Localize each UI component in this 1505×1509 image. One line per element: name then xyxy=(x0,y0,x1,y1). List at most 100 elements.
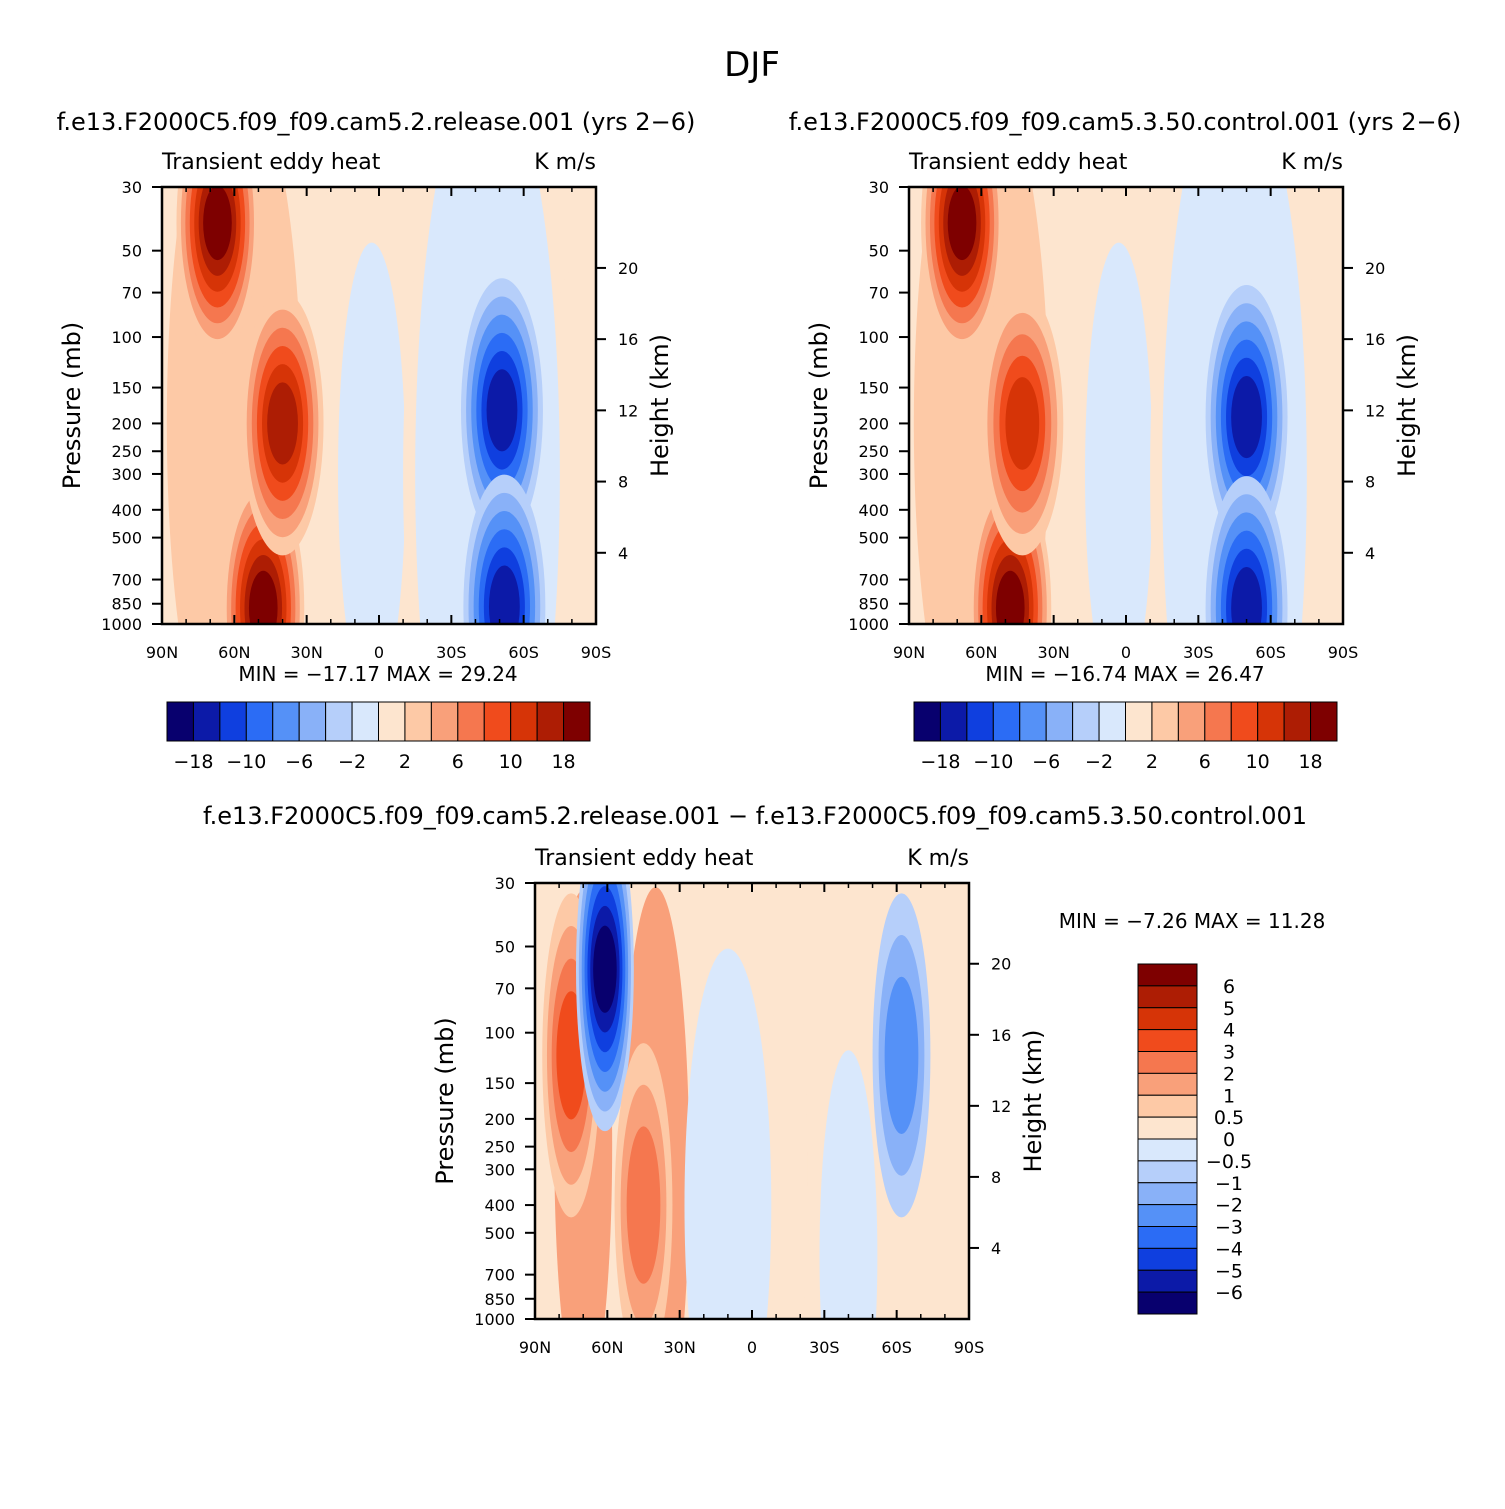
y-tick-label: 850 xyxy=(484,1290,515,1309)
y-tick-label: 700 xyxy=(484,1266,515,1285)
y-tick-label: 850 xyxy=(111,595,142,614)
colorbar-swatch xyxy=(1230,701,1259,742)
y-tick-label: 500 xyxy=(484,1224,515,1243)
y-tick-label: 1000 xyxy=(848,615,889,634)
colorbar-swatch xyxy=(1137,985,1198,1009)
contour-field xyxy=(162,187,596,624)
y-right-tick-label: 16 xyxy=(1365,330,1385,349)
colorbar-tick-label: 18 xyxy=(551,751,575,773)
x-tick-label: 0 xyxy=(374,643,384,662)
y-tick-label: 100 xyxy=(111,328,142,347)
contour-level xyxy=(1005,377,1040,470)
colorbar: −18 −10 −6 −2 2 6 10 18 xyxy=(166,701,591,773)
x-tick-label: 90S xyxy=(954,1338,985,1357)
colorbar-swatch xyxy=(219,701,247,742)
panel-model2: f.e13.F2000C5.f09_f09.cam5.3.50.control.… xyxy=(789,108,1462,773)
colorbar-tick-label: 18 xyxy=(1298,751,1322,773)
colorbar-swatch xyxy=(1137,1094,1198,1118)
y-right-tick-label: 4 xyxy=(991,1239,1001,1258)
y-tick-label: 850 xyxy=(858,595,889,614)
y-right-tick-label: 12 xyxy=(618,401,638,420)
colorbar-swatch xyxy=(457,701,485,742)
y-right-tick-label: 4 xyxy=(618,544,628,563)
y-tick-label: 400 xyxy=(484,1196,515,1215)
colorbar: −18 −10 −6 −2 2 6 10 18 xyxy=(913,701,1338,773)
y-tick-label: 1000 xyxy=(474,1310,515,1329)
x-tick-label: 30S xyxy=(809,1338,840,1357)
colorbar-swatch xyxy=(245,701,274,742)
y-tick-label: 1000 xyxy=(101,615,142,634)
contour-level xyxy=(947,187,977,261)
x-tick-label: 30N xyxy=(1038,643,1070,662)
colorbar-swatch xyxy=(1151,701,1179,742)
y-tick-label: 250 xyxy=(484,1138,515,1157)
colorbar-tick-label: −2 xyxy=(1215,1195,1243,1217)
colorbar-tick-label: −6 xyxy=(1032,751,1060,773)
contour-level xyxy=(267,382,298,465)
y-axis-label-right: Height (km) xyxy=(646,334,674,477)
y-tick-label: 300 xyxy=(111,465,142,484)
colorbar-swatch xyxy=(1137,1204,1198,1227)
colorbar-swatch xyxy=(192,701,221,742)
y-axis-label: Pressure (mb) xyxy=(805,322,833,489)
y-right-tick-label: 4 xyxy=(1365,544,1375,563)
contour-level xyxy=(486,369,518,452)
colorbar-swatch xyxy=(1137,1138,1198,1162)
colorbar-tick-label: −10 xyxy=(226,751,266,773)
colorbar-swatch xyxy=(966,701,994,742)
y-tick-label: 200 xyxy=(484,1110,515,1129)
y-right-tick-label: 20 xyxy=(618,259,638,278)
subtitle-right: K m/s xyxy=(534,150,596,175)
y-axis-label: Pressure (mb) xyxy=(431,1017,459,1184)
colorbar-swatch xyxy=(1098,701,1126,742)
x-tick-label: 90N xyxy=(519,1338,551,1357)
x-tick-label: 30N xyxy=(291,643,323,662)
y-tick-label: 200 xyxy=(111,414,142,433)
x-tick-label: 90S xyxy=(1328,643,1359,662)
colorbar-swatch xyxy=(1045,701,1074,742)
y-right-tick-label: 12 xyxy=(991,1097,1011,1116)
colorbar-swatch xyxy=(378,701,406,742)
colorbar-swatch xyxy=(992,701,1021,742)
background-band xyxy=(819,1050,878,1319)
colorbar-swatch xyxy=(1019,701,1047,742)
contour-level xyxy=(203,187,232,261)
y-tick-label: 30 xyxy=(869,178,889,197)
colorbar-swatch xyxy=(1137,1247,1198,1271)
background-band xyxy=(547,271,596,624)
colorbar-tick-label: −18 xyxy=(173,751,213,773)
y-tick-label: 100 xyxy=(484,1024,515,1043)
contour-level xyxy=(248,570,278,624)
panel-title: f.e13.F2000C5.f09_f09.cam5.2.release.001… xyxy=(57,108,696,136)
subtitle-right: K m/s xyxy=(1281,150,1343,175)
subtitle-left: Transient eddy heat xyxy=(908,150,1128,175)
colorbar-swatch xyxy=(404,701,432,742)
x-tick-label: 30S xyxy=(1183,643,1214,662)
colorbar-swatch xyxy=(536,701,565,742)
y-tick-label: 400 xyxy=(858,501,889,520)
season-title: DJF xyxy=(724,45,780,85)
colorbar-swatch xyxy=(351,701,379,742)
colorbar-swatch xyxy=(1137,1160,1198,1184)
contour-field xyxy=(535,883,969,1319)
contour-level xyxy=(593,925,617,1013)
colorbar-tick-label: −6 xyxy=(285,751,313,773)
colorbar-tick-label: −0.5 xyxy=(1206,1151,1252,1173)
y-tick-label: 200 xyxy=(858,414,889,433)
y-right-tick-label: 16 xyxy=(618,330,638,349)
colorbar-swatch xyxy=(483,701,512,742)
colorbar-tick-label: −18 xyxy=(920,751,960,773)
subtitle-left: Transient eddy heat xyxy=(534,846,754,871)
colorbar-swatch xyxy=(1283,701,1312,742)
contour-level xyxy=(1231,566,1262,624)
subtitle-right: K m/s xyxy=(907,846,969,871)
colorbar-swatch xyxy=(1137,1072,1198,1096)
y-tick-label: 70 xyxy=(869,284,889,303)
y-tick-label: 150 xyxy=(111,379,142,398)
colorbar-swatch xyxy=(1310,701,1338,742)
colorbar-swatch xyxy=(913,701,941,742)
colorbar-swatch xyxy=(1137,1007,1198,1031)
panel-model1: f.e13.F2000C5.f09_f09.cam5.2.release.001… xyxy=(57,108,696,773)
colorbar-swatch xyxy=(1137,1116,1198,1140)
